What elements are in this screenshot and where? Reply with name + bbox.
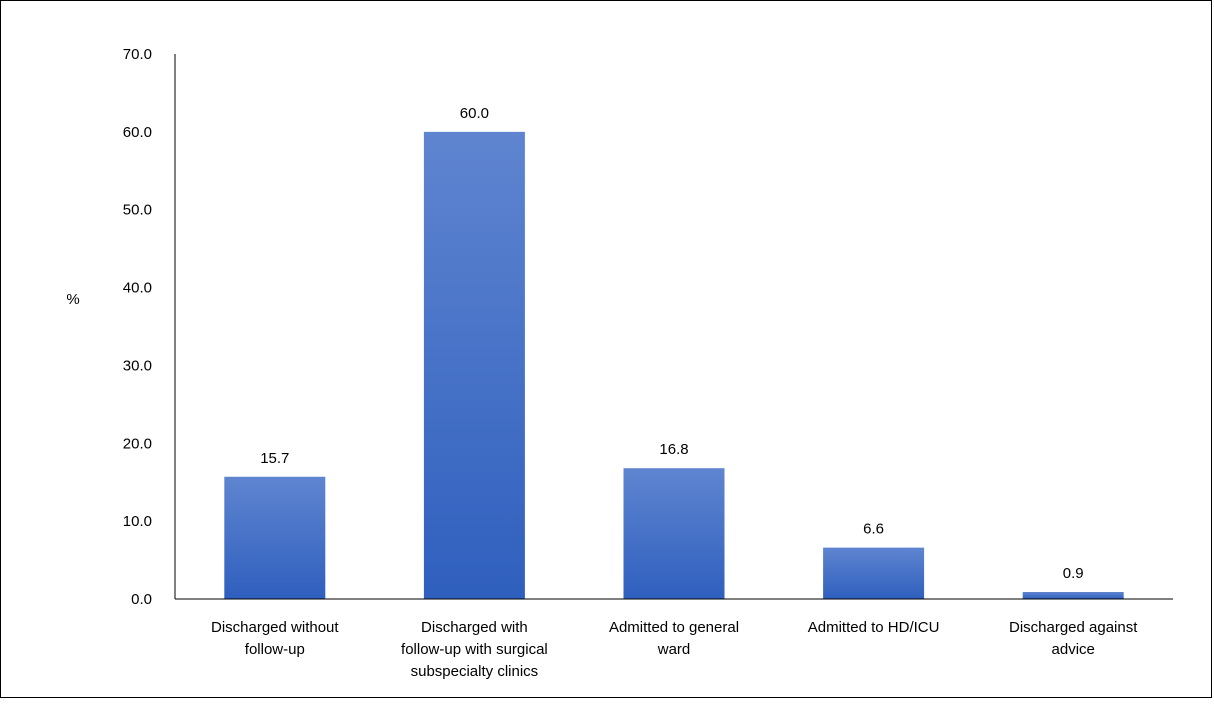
x-tick-label: Admitted to general: [609, 619, 739, 636]
bar-value-label: 6.6: [863, 521, 884, 538]
x-tick-label: Discharged without: [211, 619, 339, 636]
bar: [423, 131, 525, 599]
x-axis-labels: Discharged without follow-up Discharged wi…: [211, 619, 1138, 680]
y-axis-ticks: 0.0 10.0 20.0 30.0 40.0 50.0 60.0 70.0: [123, 46, 152, 608]
x-tick-label: Discharged against: [1009, 619, 1138, 636]
x-tick-label: follow-up with surgical: [401, 641, 548, 658]
y-tick-label: 0.0: [131, 591, 152, 608]
x-tick-label: follow-up: [245, 641, 305, 658]
x-tick-label: Discharged with: [421, 619, 528, 636]
y-tick-label: 40.0: [123, 280, 152, 297]
x-tick-label: subspecialty clinics: [411, 663, 539, 680]
bar-value-label: 15.7: [260, 450, 289, 467]
bar-value-label: 0.9: [1063, 565, 1084, 582]
x-tick-label: advice: [1052, 641, 1095, 658]
x-tick-label: Admitted to HD/ICU: [808, 619, 940, 636]
bar-value-label: 60.0: [460, 105, 489, 122]
y-tick-label: 60.0: [123, 124, 152, 141]
data-labels: 15.7 60.0 16.8 6.6 0.9: [260, 105, 1083, 582]
bar: [823, 547, 925, 599]
y-axis-label: %: [66, 291, 79, 308]
bar: [1022, 591, 1124, 599]
bar-series: [224, 131, 1124, 599]
y-tick-label: 50.0: [123, 202, 152, 219]
bar: [224, 476, 326, 599]
y-tick-label: 30.0: [123, 357, 152, 374]
y-tick-label: 20.0: [123, 435, 152, 452]
y-tick-label: 10.0: [123, 513, 152, 530]
bar-value-label: 16.8: [659, 441, 688, 458]
y-tick-label: 70.0: [123, 46, 152, 63]
x-tick-label: ward: [657, 641, 691, 658]
bar: [623, 468, 725, 599]
